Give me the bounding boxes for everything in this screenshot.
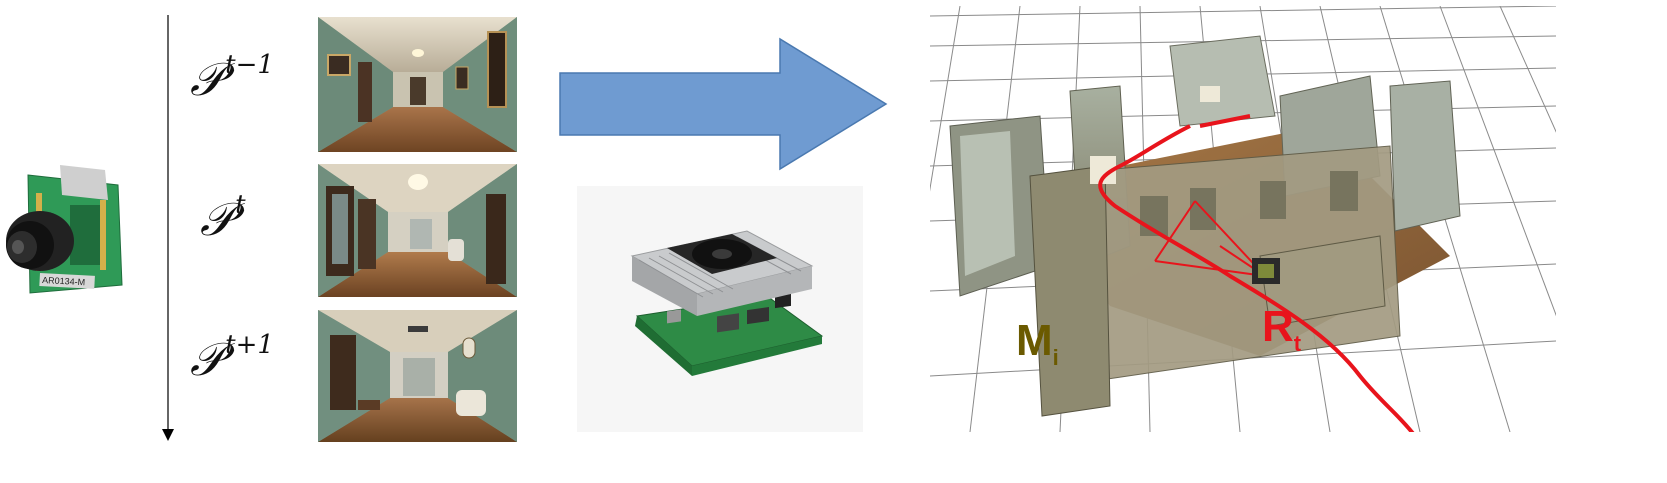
camera-illustration: AR0134-M [6, 165, 123, 294]
process-arrow [559, 37, 888, 171]
frame-label-current: 𝒫t [200, 190, 246, 246]
trajectory-far [1199, 114, 1251, 128]
frame-label-next: 𝒫t+1 [190, 330, 274, 386]
frame-label-prev: 𝒫t−1 [190, 50, 274, 106]
robot-marker [1252, 258, 1280, 284]
frame-image-prev [318, 17, 517, 152]
camera-model-text: AR0134-M [42, 275, 85, 287]
embedded-board-panel [577, 186, 863, 432]
map-label: Mi [1016, 316, 1059, 370]
robot-label: Rt [1262, 302, 1302, 356]
jetson-board-illustration [630, 230, 824, 376]
frame-image-next [318, 310, 517, 442]
frame-image-current [318, 164, 517, 297]
trajectory-path [1098, 124, 1415, 432]
camera-module: AR0134-M [0, 165, 140, 310]
point-cloud-map [930, 6, 1556, 432]
map-reconstruction-panel: Mi Rt [930, 6, 1556, 432]
time-axis-arrow [162, 15, 174, 441]
